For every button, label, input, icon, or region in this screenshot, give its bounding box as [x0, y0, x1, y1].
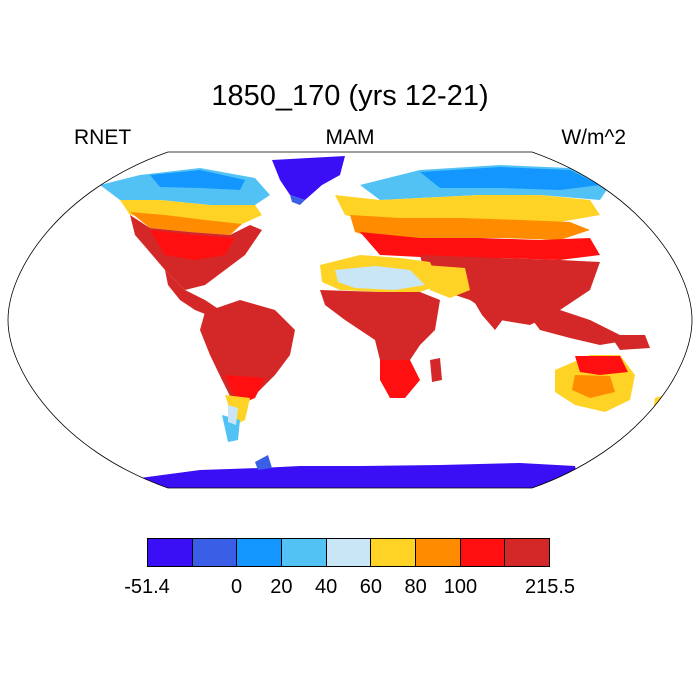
region-scandinavia — [335, 195, 600, 222]
colorbar-tick-label: 215.5 — [524, 576, 576, 598]
region-australia-inner — [572, 375, 615, 398]
colorbar-box — [282, 539, 327, 566]
region-africa-south — [380, 360, 420, 398]
colorbar-box — [460, 539, 506, 566]
map-border — [7, 151, 693, 489]
colorbar-box — [192, 539, 238, 566]
colorbar-box — [148, 539, 193, 566]
region-canada — [120, 200, 262, 225]
region-south-america — [200, 300, 295, 410]
region-siberia-cold — [420, 167, 600, 190]
colorbar-box — [237, 539, 283, 566]
region-madagascar — [430, 358, 442, 382]
colorbar-tick-label: 40 — [314, 576, 338, 598]
region-new-guinea — [610, 335, 650, 350]
region-africa-central — [320, 290, 440, 375]
region-usa-red — [150, 230, 235, 260]
region-sahara — [335, 266, 425, 290]
region-antarctic-peninsula — [255, 455, 272, 470]
region-north-america-arctic-2 — [150, 170, 245, 190]
colorbar-tick-label: 80 — [404, 576, 427, 598]
colorbar-box — [505, 539, 550, 566]
region-greenland — [272, 156, 345, 200]
region-arabia — [425, 265, 470, 298]
region-southeast-asia — [525, 310, 630, 345]
region-eurasia-red — [360, 232, 600, 260]
variable-label: RNET — [74, 126, 132, 149]
region-greenland-edge — [290, 195, 305, 205]
region-antarctica — [140, 463, 580, 488]
region-canada-2 — [130, 212, 242, 235]
colorbar-tick-label: 0 — [230, 576, 243, 598]
colorbar-box — [371, 539, 417, 566]
region-patagonia-ice — [228, 405, 238, 425]
colorbar — [147, 538, 550, 567]
colorbar-tick-label: -51.4 — [124, 576, 170, 598]
region-eurasia-orange — [350, 215, 590, 240]
region-mexico — [165, 270, 220, 318]
colorbar-tick-label: 100 — [443, 576, 478, 598]
region-australia-north — [575, 356, 628, 375]
colorbar-box — [416, 539, 461, 566]
colorbar-box — [326, 539, 372, 566]
colorbar-tick-label: 60 — [359, 576, 382, 598]
units-label: W/m^2 — [561, 126, 626, 149]
season-label: MAM — [325, 126, 375, 149]
map-title: 1850_170 (yrs 12-21) — [211, 80, 489, 112]
region-india — [470, 280, 510, 330]
colorbar-tick-label: 20 — [270, 576, 293, 598]
